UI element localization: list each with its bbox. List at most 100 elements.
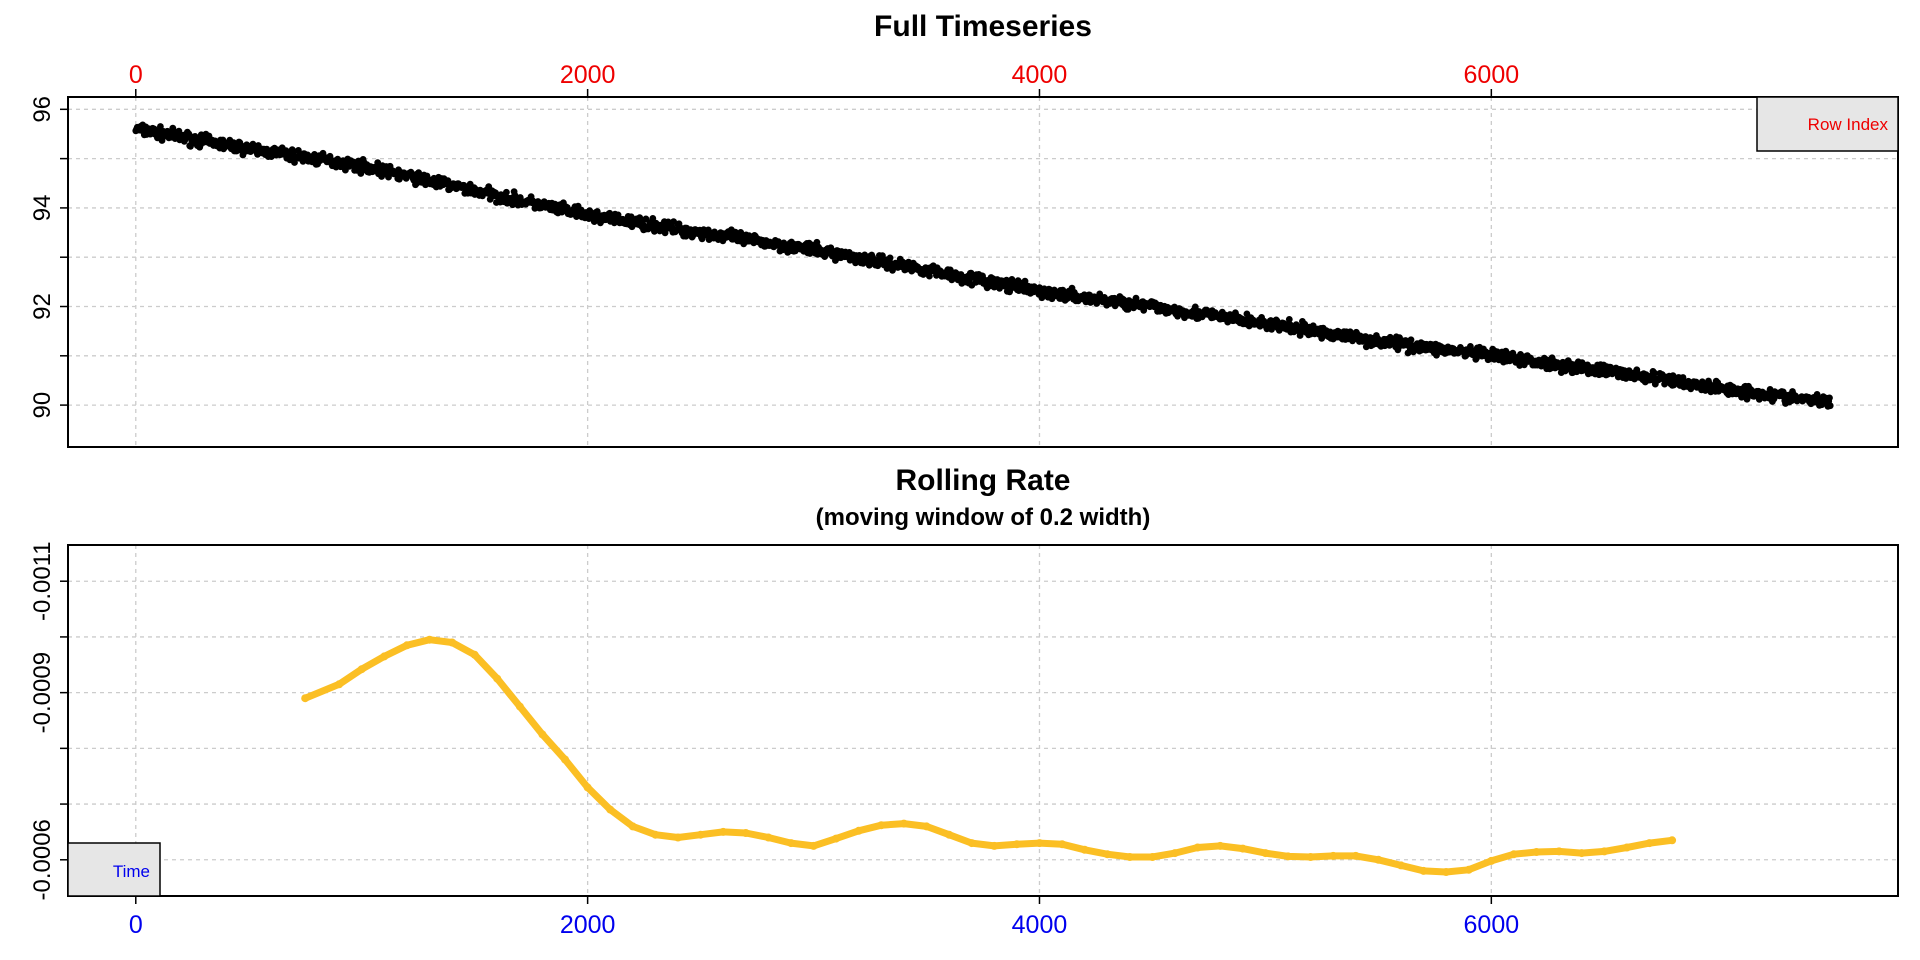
- line-point: [1238, 844, 1247, 853]
- x-tick-label: 6000: [1464, 61, 1520, 89]
- line-point: [1509, 850, 1518, 859]
- line-point: [1080, 845, 1089, 854]
- line-point: [674, 833, 682, 842]
- line-point: [1464, 865, 1473, 874]
- x-tick-label: 4000: [1012, 61, 1068, 89]
- x-tick-label: 4000: [1012, 911, 1068, 939]
- scatter-point: [1743, 395, 1751, 403]
- line-point: [1306, 853, 1315, 861]
- line-point: [1600, 847, 1609, 856]
- line-point: [967, 839, 976, 848]
- line-point: [899, 819, 908, 828]
- scatter-point: [1651, 369, 1658, 377]
- top-legend-label: Row Index: [1808, 115, 1889, 134]
- line-point: [470, 650, 479, 659]
- bottom-legend-label: Time: [113, 862, 150, 881]
- line-point: [719, 827, 728, 836]
- line-point: [1668, 836, 1677, 845]
- line-point: [764, 833, 773, 842]
- scatter-point: [503, 188, 510, 196]
- line-point: [1645, 839, 1654, 848]
- bottom-line-points: [301, 635, 1677, 876]
- line-point: [1148, 853, 1157, 861]
- line-point: [1216, 841, 1225, 850]
- line-point: [1329, 851, 1338, 860]
- line-point: [1532, 848, 1541, 856]
- bottom-plot-frame: [67, 544, 1899, 897]
- scatter-point: [1826, 394, 1833, 402]
- line-point: [651, 830, 660, 839]
- line-point: [945, 830, 954, 839]
- line-point: [561, 755, 569, 764]
- bottom-chart-title: Rolling Rate: [895, 464, 1070, 497]
- top-x-ticks: 0 2000 4000 6000: [129, 61, 1519, 97]
- top-legend: Row Index: [1756, 96, 1899, 152]
- top-scatter-points: [132, 121, 1834, 410]
- line-point: [1103, 850, 1112, 859]
- bottom-legend-box: [67, 842, 161, 897]
- line-point: [357, 665, 366, 674]
- line-point: [1487, 856, 1496, 865]
- y-tick-label: 90: [29, 392, 56, 419]
- line-point: [606, 805, 615, 814]
- x-tick-label: 0: [129, 61, 143, 89]
- x-tick-label: 2000: [560, 61, 616, 89]
- line-point: [448, 638, 457, 647]
- scatter-point: [661, 229, 669, 237]
- bottom-y-ticks: -0.0011 -0.0009 -0.0006: [29, 541, 68, 900]
- line-point: [1171, 849, 1179, 858]
- scatter-point: [926, 272, 933, 280]
- scatter-point: [1407, 336, 1415, 344]
- line-point: [787, 839, 795, 848]
- y-tick-label: 92: [29, 293, 56, 320]
- line-point: [628, 822, 637, 831]
- line-point: [1284, 852, 1292, 861]
- bottom-grid: [68, 545, 1898, 896]
- line-point: [380, 652, 389, 661]
- line-point: [1622, 843, 1631, 852]
- line-point: [1374, 855, 1383, 864]
- line-point: [425, 635, 434, 644]
- line-point: [1035, 839, 1044, 848]
- line-point: [1577, 849, 1586, 858]
- scatter-point: [1296, 332, 1304, 339]
- line-point: [832, 834, 841, 843]
- line-point: [402, 641, 411, 650]
- y-tick-label: 94: [29, 195, 56, 222]
- scatter-point: [1096, 290, 1104, 298]
- line-point: [515, 702, 524, 711]
- line-point: [1419, 866, 1428, 875]
- line-point: [335, 680, 344, 689]
- line-point: [1058, 840, 1067, 849]
- scatter-point: [295, 147, 302, 154]
- x-tick-label: 6000: [1464, 911, 1520, 939]
- line-point: [741, 829, 750, 837]
- line-point: [696, 830, 705, 839]
- scatter-point: [1669, 372, 1677, 380]
- line-point: [1193, 843, 1202, 852]
- y-tick-label: -0.0011: [29, 541, 56, 621]
- line-point: [922, 822, 931, 831]
- y-tick-label: 96: [29, 96, 56, 123]
- bottom-legend: Time: [67, 842, 161, 897]
- line-point: [301, 694, 310, 703]
- line-point: [538, 730, 547, 739]
- line-point: [809, 841, 818, 850]
- line-point: [854, 826, 863, 835]
- top-legend-box: [1756, 96, 1899, 152]
- scatter-point: [886, 254, 894, 262]
- line-point: [990, 841, 999, 850]
- x-tick-label: 2000: [560, 911, 616, 939]
- line-point: [1442, 868, 1451, 876]
- line-point: [1261, 849, 1270, 858]
- top-plot-frame: [67, 96, 1899, 448]
- scatter-point: [1826, 402, 1834, 410]
- bottom-chart-subtitle: (moving window of 0.2 width): [816, 504, 1151, 531]
- line-point: [1555, 847, 1564, 856]
- top-y-ticks: 90 92 94 96: [29, 96, 68, 418]
- line-point: [1012, 840, 1021, 849]
- scatter-point: [1021, 277, 1029, 285]
- y-tick-label: -0.0009: [29, 652, 56, 733]
- line-point: [1397, 861, 1405, 870]
